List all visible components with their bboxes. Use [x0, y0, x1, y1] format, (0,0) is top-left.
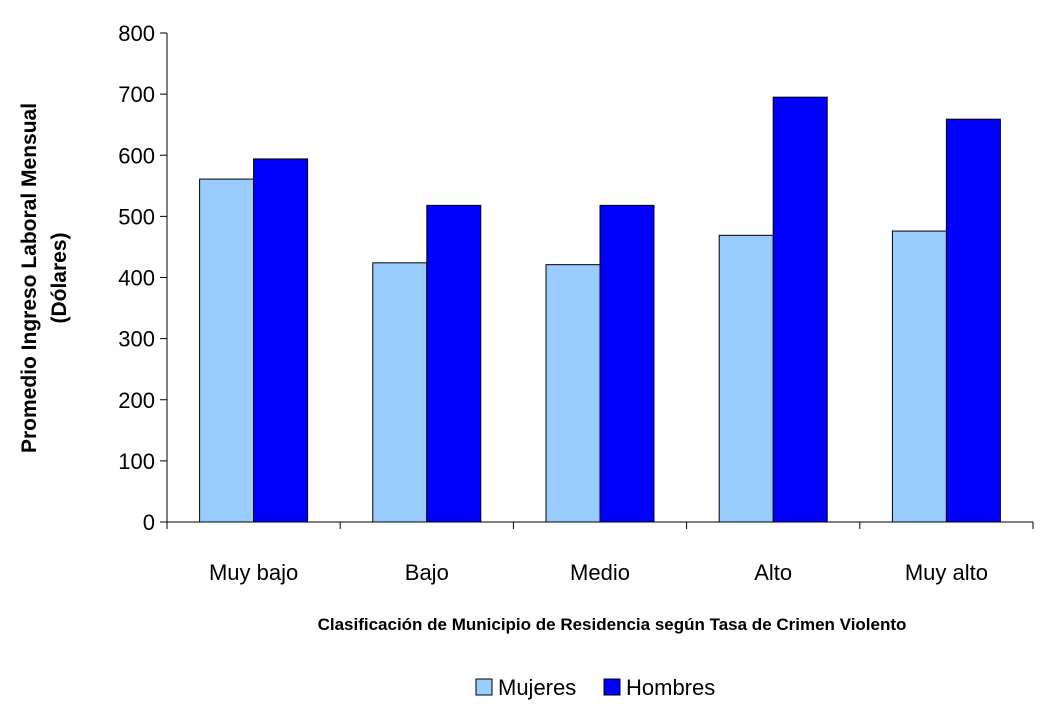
y-axis-title-line2: (Dólares): [48, 232, 71, 323]
y-tick-label: 300: [118, 327, 155, 352]
y-tick-label: 700: [118, 82, 155, 107]
bar-hombres-0: [253, 158, 309, 523]
axes-layer: [166, 33, 1034, 529]
bar-hombres-4: [945, 118, 1001, 523]
y-tick-label: 800: [118, 21, 155, 46]
y-tick-label: 200: [118, 388, 155, 413]
y-tick-label: 400: [118, 266, 155, 291]
y-tick-label: 500: [118, 204, 155, 229]
legend-swatch-mujeres: [475, 678, 493, 696]
x-axis-title: Clasificación de Municipio de Residencia…: [318, 615, 907, 634]
bar-mujeres-0: [199, 178, 255, 523]
y-axis-ticks: 0 100 200 300 400 500 600 700 800: [118, 21, 167, 535]
bar-hombres-2: [599, 204, 655, 523]
x-category-label: Muy alto: [905, 560, 988, 585]
x-category-label: Medio: [570, 560, 630, 585]
bar-hombres-1: [426, 204, 482, 523]
bar-mujeres-1: [372, 262, 428, 523]
x-category-label: Bajo: [405, 560, 449, 585]
y-tick-label: 600: [118, 143, 155, 168]
legend: Mujeres Hombres: [475, 675, 715, 700]
bar-hombres-3: [772, 96, 828, 523]
bar-mujeres-4: [891, 230, 947, 523]
legend-label-hombres: Hombres: [626, 675, 715, 700]
y-tick-label: 100: [118, 449, 155, 474]
x-axis-categories: Muy bajo Bajo Medio Alto Muy alto: [209, 560, 988, 585]
y-tick-label: 0: [143, 510, 155, 535]
bars-layer: [199, 96, 1001, 523]
bar-mujeres-3: [718, 234, 774, 523]
y-axis-title-line1: Promedio Ingreso Laboral Mensual: [18, 103, 41, 453]
y-axis-title: Promedio Ingreso Laboral Mensual (Dólare…: [18, 103, 71, 453]
x-category-label: Alto: [754, 560, 792, 585]
bar-mujeres-2: [545, 264, 601, 523]
legend-label-mujeres: Mujeres: [498, 675, 576, 700]
legend-swatch-hombres: [603, 678, 621, 696]
x-category-label: Muy bajo: [209, 560, 298, 585]
